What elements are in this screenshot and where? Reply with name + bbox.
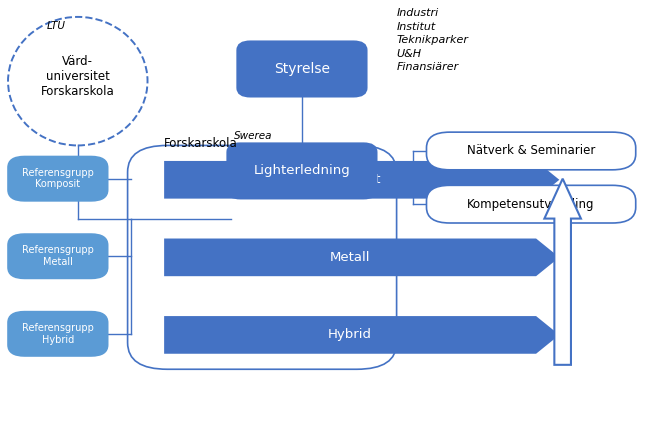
Text: Komposit: Komposit bbox=[319, 173, 381, 186]
Text: Styrelse: Styrelse bbox=[274, 62, 330, 76]
Text: Kompetensutveckling: Kompetensutveckling bbox=[468, 198, 595, 211]
Polygon shape bbox=[544, 179, 581, 365]
Text: Industri
Institut
Teknikparker
U&H
Finansiärer: Industri Institut Teknikparker U&H Finan… bbox=[397, 8, 469, 72]
FancyBboxPatch shape bbox=[8, 234, 107, 278]
FancyBboxPatch shape bbox=[426, 186, 636, 223]
Text: Metall: Metall bbox=[330, 251, 370, 264]
Text: Referensgrupp
Metall: Referensgrupp Metall bbox=[22, 245, 94, 267]
FancyBboxPatch shape bbox=[426, 132, 636, 170]
FancyBboxPatch shape bbox=[8, 312, 107, 356]
Text: Swerea: Swerea bbox=[234, 131, 272, 141]
Ellipse shape bbox=[8, 17, 147, 145]
Text: Forskarskola: Forskarskola bbox=[164, 137, 238, 150]
Text: LTU: LTU bbox=[47, 21, 65, 31]
FancyBboxPatch shape bbox=[8, 157, 107, 201]
FancyBboxPatch shape bbox=[237, 41, 367, 97]
Text: Referensgrupp
Komposit: Referensgrupp Komposit bbox=[22, 168, 94, 190]
Text: Referensgrupp
Hybrid: Referensgrupp Hybrid bbox=[22, 323, 94, 345]
Text: Värd-
universitet
Forskarskola: Värd- universitet Forskarskola bbox=[41, 55, 115, 98]
Polygon shape bbox=[164, 239, 560, 276]
Polygon shape bbox=[164, 316, 560, 354]
Text: Hybrid: Hybrid bbox=[328, 328, 372, 342]
FancyBboxPatch shape bbox=[227, 143, 377, 198]
Text: Nätverk & Seminarier: Nätverk & Seminarier bbox=[467, 145, 595, 157]
Polygon shape bbox=[164, 161, 560, 198]
Text: Lighterledning: Lighterledning bbox=[253, 165, 350, 178]
